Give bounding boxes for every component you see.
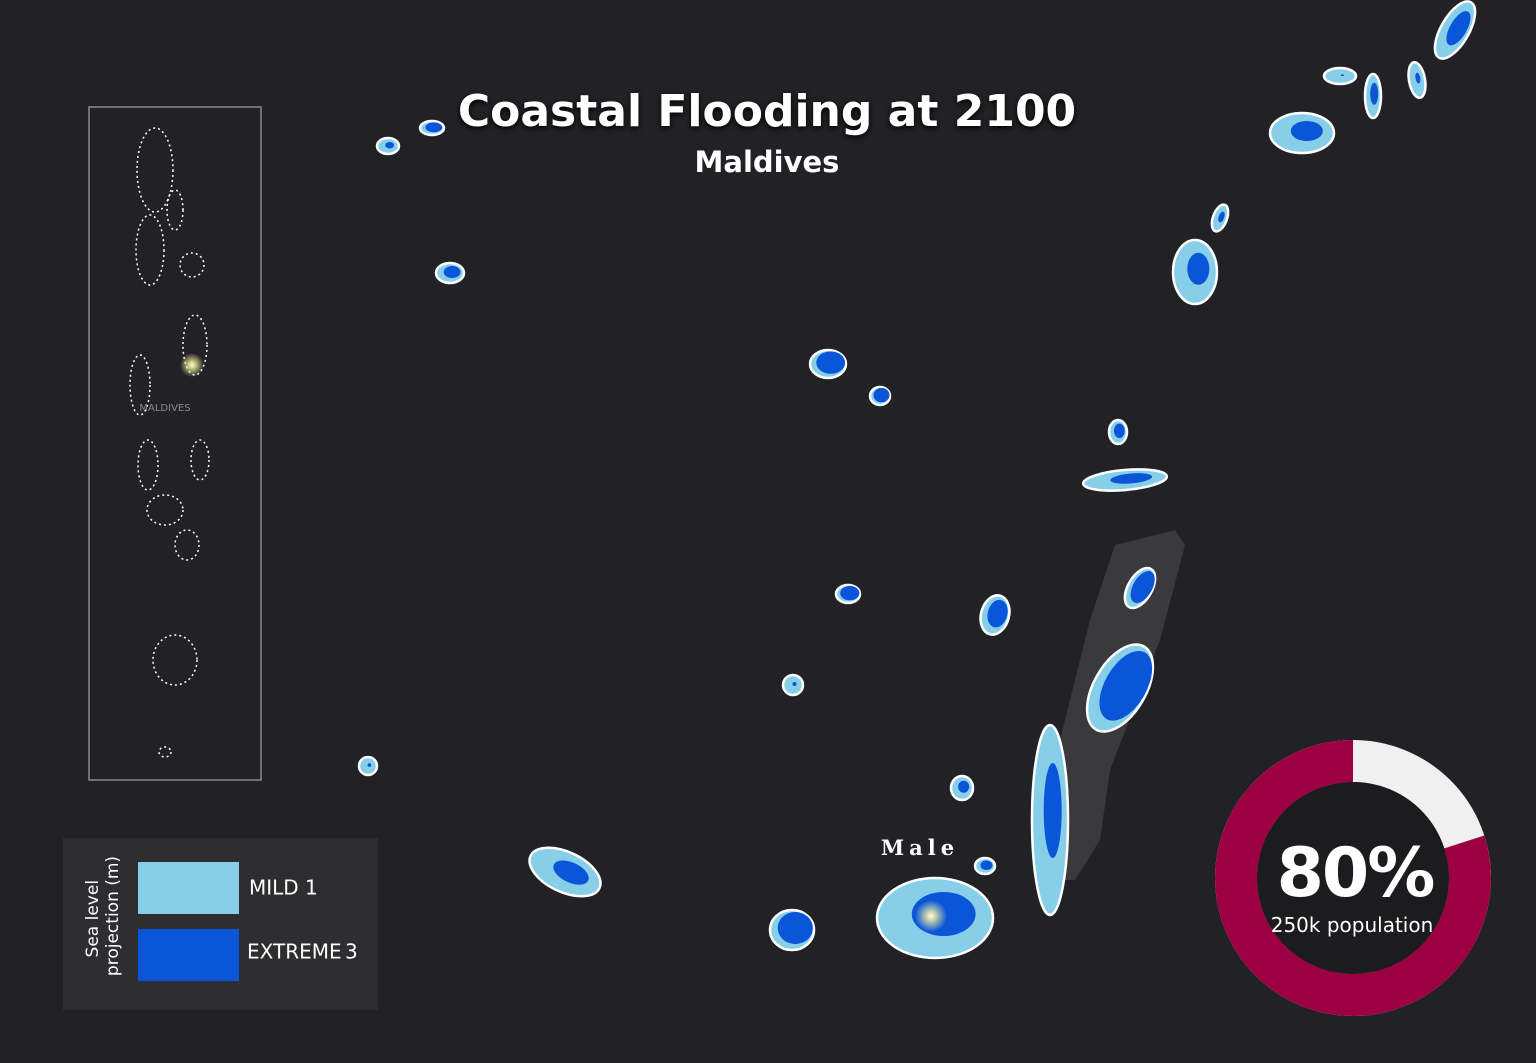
- legend-title-line: projection (m): [103, 856, 123, 976]
- inset-atoll: [158, 746, 172, 758]
- island-extreme: [1415, 72, 1421, 84]
- island: [808, 348, 848, 380]
- legend-label: MILD: [249, 876, 299, 900]
- inset-atoll: [152, 634, 198, 686]
- island-extreme: [1370, 82, 1379, 105]
- legend-title: Sea level projection (m): [83, 856, 123, 976]
- island: [868, 385, 892, 407]
- island-extreme: [1290, 121, 1323, 141]
- island: [434, 261, 466, 285]
- island: [781, 673, 805, 697]
- donut-center: [1257, 782, 1449, 974]
- island: [973, 856, 997, 876]
- city-glow: [915, 900, 947, 932]
- island: [1268, 111, 1336, 155]
- island-mild: [1322, 66, 1358, 86]
- island-extreme: [1187, 252, 1210, 285]
- donut-percent: 80%: [1277, 834, 1434, 913]
- legend-swatch-mild: [138, 862, 239, 914]
- inset-atoll: [166, 189, 184, 231]
- island-extreme: [385, 142, 395, 149]
- island: [768, 908, 816, 952]
- island-extreme: [1043, 763, 1062, 858]
- inset-map: [129, 127, 210, 758]
- inset-frame: [88, 106, 262, 781]
- inset-atoll: [190, 439, 210, 481]
- donut-arc: [1215, 740, 1491, 1016]
- inset-atoll: [137, 439, 159, 491]
- island-extreme: [980, 860, 993, 870]
- island: [1081, 468, 1169, 492]
- island-extreme: [1130, 571, 1155, 603]
- island: [834, 583, 862, 605]
- island-extreme: [840, 585, 860, 601]
- city-label: Male: [881, 835, 959, 860]
- island: [1030, 723, 1070, 917]
- flood-islands: [357, 0, 1477, 960]
- island: [528, 846, 602, 898]
- inset-atoll: [174, 529, 200, 561]
- inset-atoll: [182, 314, 208, 376]
- island-extreme: [443, 266, 461, 278]
- inset-label: MALDIVES: [139, 403, 190, 414]
- legend-label: EXTREME: [247, 940, 342, 964]
- legend-title-line: Sea level: [83, 880, 103, 958]
- island: [1085, 643, 1155, 733]
- legend-value: 1: [305, 876, 318, 900]
- donut-caption: 250k population: [1271, 913, 1434, 937]
- island-extreme: [777, 912, 813, 944]
- island: [979, 594, 1011, 636]
- island-extreme: [1110, 473, 1153, 484]
- island: [1171, 238, 1219, 306]
- island: [357, 755, 379, 777]
- island-extreme: [792, 682, 797, 686]
- inset-atoll: [179, 252, 205, 278]
- island: [1407, 60, 1427, 100]
- island: [1107, 418, 1129, 446]
- island: [1123, 566, 1157, 610]
- inset-atoll: [129, 354, 151, 416]
- island-extreme: [816, 351, 846, 374]
- subtitle: Maldives: [695, 145, 840, 179]
- inset-atoll: [135, 214, 165, 286]
- island-extreme: [1099, 650, 1153, 721]
- inset-atoll: [136, 127, 174, 213]
- island: [1322, 66, 1358, 86]
- island-extreme: [1340, 74, 1344, 76]
- legend-swatch-extreme: [138, 929, 239, 981]
- island-extreme: [1446, 11, 1471, 46]
- legend-value: 3: [345, 940, 358, 964]
- title: Coastal Flooding at 2100: [458, 86, 1076, 137]
- island: [375, 136, 401, 156]
- island-extreme: [1113, 423, 1125, 438]
- island: [949, 774, 975, 802]
- island-extreme: [958, 780, 970, 793]
- island-extreme: [425, 122, 443, 133]
- island: [418, 119, 446, 137]
- island-extreme: [367, 763, 372, 767]
- island-extreme: [1218, 211, 1225, 223]
- inset-locator: [180, 353, 204, 377]
- island: [1433, 0, 1477, 60]
- island-extreme: [873, 387, 890, 403]
- island-extreme: [987, 599, 1008, 628]
- island: [1210, 203, 1230, 233]
- inset-atoll: [146, 494, 184, 526]
- island: [1363, 72, 1383, 120]
- island-extreme: [553, 860, 589, 885]
